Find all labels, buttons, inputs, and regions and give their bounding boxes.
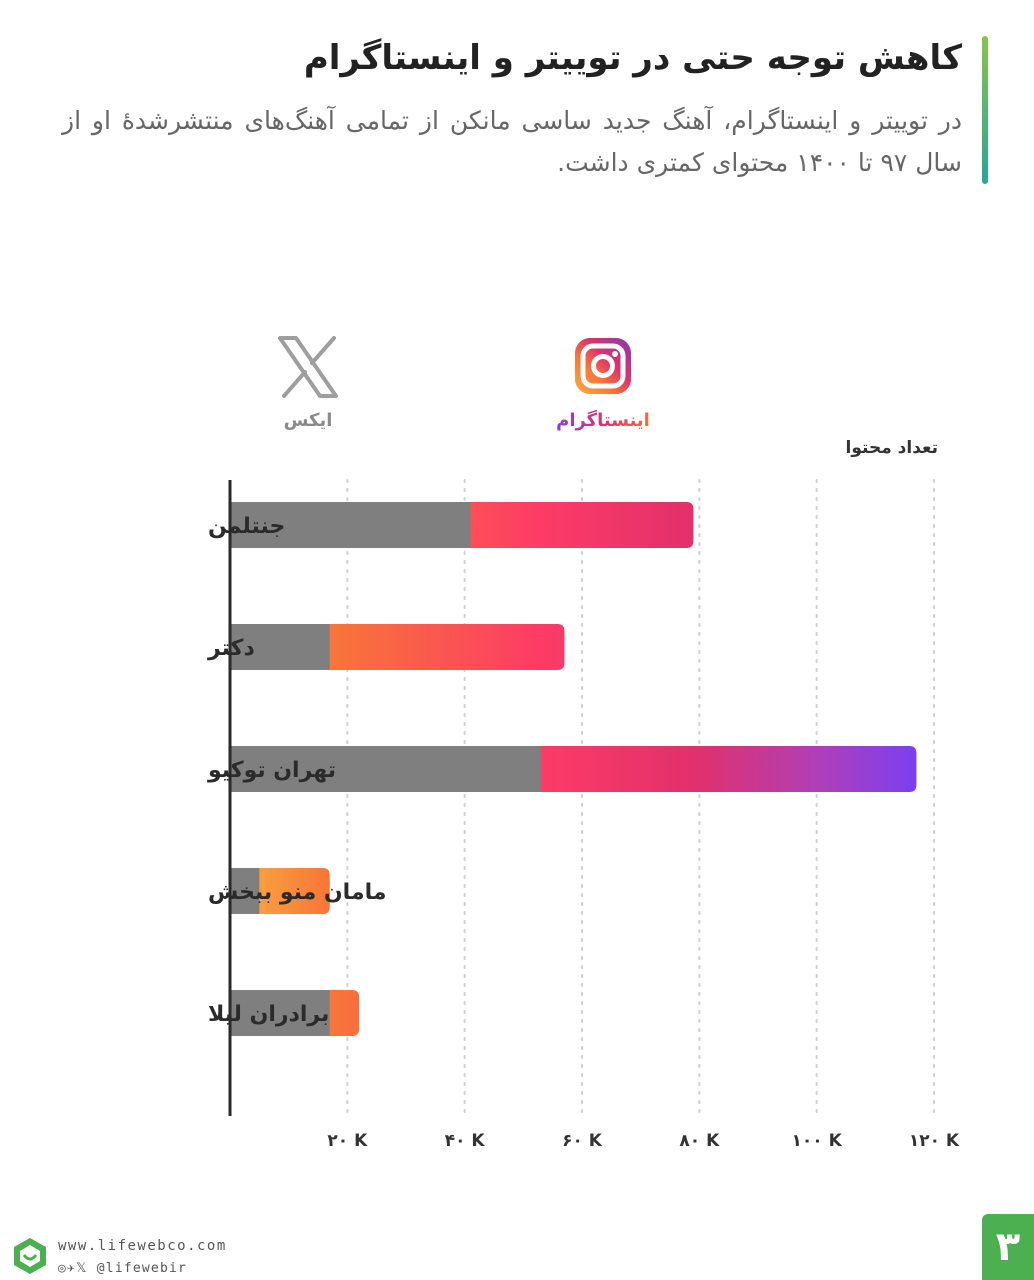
social-icons: ◎✈𝕏	[58, 1261, 97, 1276]
legend-instagram: اینستاگرام	[548, 336, 658, 431]
x-tick-label: ۱۲۰ K	[909, 1131, 960, 1151]
bar-x	[230, 868, 260, 914]
lifeweb-logo-icon	[14, 1238, 46, 1274]
legend-x-label: ایکس	[283, 410, 333, 431]
legend-instagram-label: اینستاگرام	[548, 410, 658, 431]
category-label: مامان منو ببخش	[208, 880, 386, 905]
page-title: کاهش توجه حتی در توییتر و اینستاگرام	[303, 38, 962, 78]
bar-instagram	[538, 746, 917, 792]
x-tick-label: ۶۰ K	[562, 1131, 603, 1151]
category-label: برادران لیلا	[208, 1002, 329, 1027]
bar-x	[230, 502, 471, 548]
bar-x	[230, 624, 330, 670]
footer-social-handle[interactable]: ◎✈𝕏 @lifewebir	[58, 1261, 187, 1276]
x-tick-label: ۸۰ K	[679, 1131, 720, 1151]
chart-value-axis-title: تعداد محتوا	[845, 438, 938, 458]
bar-instagram	[468, 502, 694, 548]
x-tick-label: ۲۰ K	[327, 1131, 368, 1151]
stacked-bar-chart: ۲۰ K ۴۰ K ۶۰ K ۸۰ K ۱۰۰ K ۱۲۰ K جنتلمن دکتر تهر…	[207, 479, 960, 1151]
legend-x: ایکس	[270, 336, 346, 431]
bar-x	[230, 990, 330, 1036]
footer-website[interactable]: www.lifewebco.com	[58, 1238, 227, 1254]
category-label: تهران توکیو	[207, 758, 336, 783]
bar-instagram	[327, 990, 360, 1036]
header-accent-bar	[982, 36, 988, 184]
x-logo-icon	[278, 336, 338, 398]
category-label: جنتلمن	[208, 514, 285, 539]
instagram-logo-icon	[575, 338, 631, 394]
x-tick-label: ۱۰۰ K	[792, 1131, 843, 1151]
footer-social-text: @lifewebir	[96, 1261, 188, 1276]
bar-x	[230, 746, 541, 792]
x-tick-label: ۴۰ K	[445, 1131, 486, 1151]
category-label: دکتر	[207, 636, 255, 661]
page-subtitle: در توییتر و اینستاگرام، آهنگ جدید ساسی م…	[62, 106, 962, 177]
bar-instagram	[327, 624, 565, 670]
page-number-badge: ۳	[982, 1214, 1034, 1280]
bar-instagram	[257, 868, 330, 914]
